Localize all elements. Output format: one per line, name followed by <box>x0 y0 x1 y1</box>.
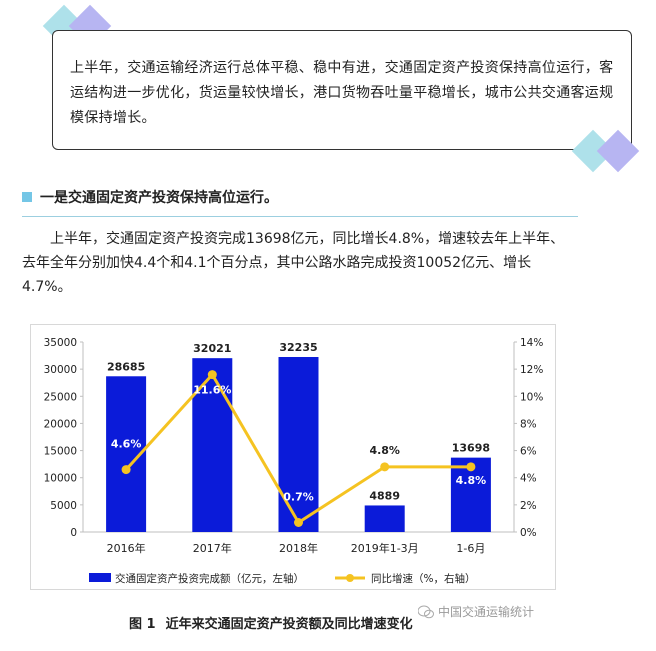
y-tick-label-right: 4% <box>520 473 537 485</box>
caption-title: 近年来交通固定资产投资额及同比增速变化 <box>165 617 413 632</box>
legend-bar-swatch <box>89 573 111 582</box>
y-tick-label-right: 8% <box>520 418 537 430</box>
growth-rate-point <box>294 518 303 527</box>
legend-line-label: 同比增速（%，右轴） <box>371 572 475 585</box>
x-tick-label: 2018年 <box>279 541 318 555</box>
bar-value-label: 32021 <box>193 342 231 355</box>
growth-rate-label: 4.6% <box>111 438 142 451</box>
y-tick-label-left: 5000 <box>50 500 77 512</box>
growth-rate-label: 4.8% <box>456 474 487 487</box>
y-tick-label-left: 30000 <box>44 364 77 376</box>
y-tick-label-right: 2% <box>520 500 537 512</box>
summary-text: 上半年，交通运输经济运行总体平稳、稳中有进，交通固定资产投资保持高位运行，客运结… <box>70 60 614 126</box>
heading-text: 一是交通固定资产投资保持高位运行。 <box>40 190 278 206</box>
section-heading: 一是交通固定资产投资保持高位运行。 <box>22 188 278 206</box>
growth-rate-label: 4.8% <box>369 444 400 457</box>
body-paragraph: 上半年，交通固定资产投资完成13698亿元，同比增长4.8%，增速较去年上半年、… <box>22 231 565 295</box>
legend-line-marker <box>346 574 354 582</box>
bar <box>364 505 405 532</box>
y-tick-label-left: 35000 <box>44 337 77 349</box>
y-tick-label-left: 0 <box>70 527 77 539</box>
growth-rate-point <box>380 462 390 472</box>
caption-figure-number: 图 1 <box>129 617 156 632</box>
summary-box <box>52 30 632 150</box>
y-tick-label-left: 25000 <box>44 391 77 403</box>
heading-divider <box>22 216 578 217</box>
x-tick-label: 2017年 <box>193 541 232 555</box>
x-tick-label: 1-6月 <box>456 542 485 555</box>
growth-rate-label: 0.7% <box>283 491 314 504</box>
investment-chart: 0 5000 10000 15000 20000 25000 30000 35000 0% 2% 4… <box>44 337 544 585</box>
bar <box>278 357 319 532</box>
growth-rate-label: 11.6% <box>193 384 231 397</box>
figure-caption: 图 1 近年来交通固定资产投资额及同比增速变化 <box>129 613 413 632</box>
y-tick-label-left: 10000 <box>44 473 77 485</box>
y-tick-label-right: 10% <box>520 391 543 403</box>
bar-value-label: 28685 <box>107 360 145 373</box>
y-tick-label-left: 20000 <box>44 418 77 430</box>
growth-rate-point <box>121 465 131 475</box>
y-tick-label-right: 14% <box>520 337 543 349</box>
bar-value-label: 4889 <box>369 489 400 502</box>
chart-frame: 0 5000 10000 15000 20000 25000 30000 35000 0% 2% 4… <box>30 324 556 590</box>
y-tick-label-right: 12% <box>520 364 543 376</box>
y-tick-label-right: 6% <box>520 446 537 458</box>
heading-marker-icon <box>22 192 32 202</box>
growth-rate-point <box>207 370 217 380</box>
legend-bar-label: 交通固定资产投资完成额（亿元，左轴） <box>115 572 304 585</box>
wechat-icon <box>418 605 434 618</box>
y-tick-label-left: 15000 <box>44 446 77 458</box>
y-tick-label-right: 0% <box>520 527 537 539</box>
watermark: 中国交通运输统计 <box>418 603 534 620</box>
bar-value-label: 13698 <box>452 442 490 455</box>
x-tick-label: 2019年1-3月 <box>351 541 419 555</box>
watermark-text: 中国交通运输统计 <box>438 605 535 619</box>
x-tick-label: 2016年 <box>107 541 146 555</box>
bar-value-label: 32235 <box>279 341 317 354</box>
growth-rate-point <box>466 462 476 472</box>
